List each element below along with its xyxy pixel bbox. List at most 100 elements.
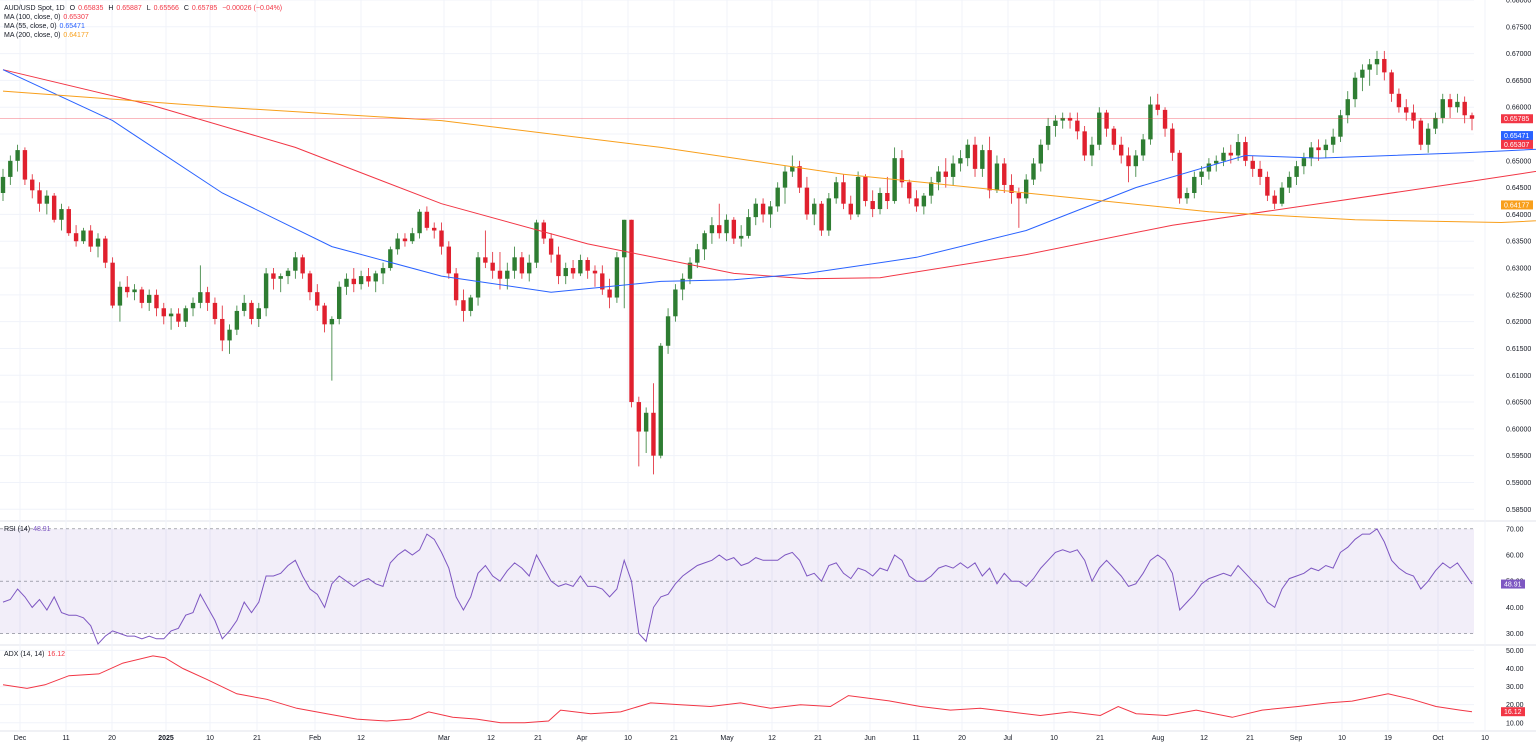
x-tick-label: Aug [1152,735,1165,742]
candle-body [220,318,225,341]
x-tick-label: Mar [438,735,451,742]
candle-body [855,176,861,215]
close-label: C [183,5,189,12]
candle-body [307,273,313,293]
candle-body [183,308,188,322]
candle-body [139,289,145,303]
candle-body [899,158,905,183]
candle-body [1294,166,1299,177]
candle-body [1009,184,1014,193]
y-tick-label: 0.67500 [1506,24,1531,31]
candle-body [293,257,298,271]
ma200-legend[interactable]: MA (200, close, 0) 0.64177 [4,31,92,40]
candle-body [110,262,115,306]
x-tick-label: 12 [768,735,776,742]
x-tick-label: 11 [62,735,69,742]
adx-legend[interactable]: ADX (14, 14) 16.12 [4,650,68,659]
y-tick-label: 0.67000 [1506,51,1531,58]
candle-body [1345,99,1350,116]
candle-body [1360,69,1365,78]
candle-body [410,233,415,242]
candle-body [15,150,20,161]
candle-body [505,270,510,279]
rsi-pane[interactable] [0,528,1474,645]
adx-tick-label: 10.00 [1506,720,1524,727]
candle-body [315,292,320,306]
candle-body [1133,155,1139,167]
candle-body [578,260,583,274]
candle-body [256,308,261,319]
candle-body [395,238,400,250]
ma55-legend[interactable]: MA (55, close, 0) 0.65471 [4,22,88,31]
candle-body [373,273,378,282]
candle-body [702,233,707,250]
adx-pane[interactable] [0,649,1474,724]
candle-body [1038,144,1044,164]
candle-body [234,310,240,330]
ma-line [2,90,1536,224]
candle-body [877,192,883,210]
candle-body [870,201,875,210]
ma200-badge-text: 0.64177 [1504,202,1529,209]
candle-body [117,286,123,306]
x-tick-label: 10 [206,735,214,742]
candle-body [1002,163,1007,185]
x-tick-label: Feb [309,735,321,742]
x-tick-label: Sep [1290,735,1303,742]
candle-body [81,230,86,242]
candle-body [212,302,218,319]
candle-body [241,302,247,311]
rsi-band [0,528,1474,634]
candle-body [402,238,408,242]
candle-body [943,171,948,177]
candle-body [1148,104,1153,140]
y-tick-label: 0.63500 [1506,239,1531,246]
candle-body [344,278,349,287]
candle-body [446,246,452,274]
candle-body [8,160,13,177]
ma100-legend[interactable]: MA (100, close, 0) 0.65307 [4,13,92,22]
candle-body [1016,192,1022,199]
price-pane[interactable] [0,50,1536,475]
candle-body [1031,163,1036,180]
candle-body [775,187,780,207]
last-price-badge [1501,114,1533,124]
candle-body [453,273,459,301]
candle-body [1097,112,1102,145]
candle-body [88,230,93,247]
candle-body [1374,58,1380,65]
candle-body [468,297,473,311]
candle-body [980,150,985,169]
candle-body [125,286,130,293]
high-label: H [108,5,114,12]
candle-body [914,198,919,207]
price-legend: AUD/USD Spot, 1D O 0.65835 H 0.65887 L 0.65… [4,4,285,13]
y-tick-label: 0.64500 [1506,185,1531,192]
candle-body [1316,147,1321,151]
rsi-legend[interactable]: RSI (14) 48.91 [4,525,54,534]
candle-body [534,222,539,263]
x-tick-label: 19 [1384,735,1392,742]
candle-body [1352,77,1358,100]
candle-body [1265,176,1270,196]
open-value: 0.65835 [78,5,104,12]
x-tick-label: 21 [1246,735,1254,742]
x-tick-label: 12 [1200,735,1208,742]
candle-body [658,345,663,456]
candle-body [1243,142,1248,161]
adx-tick-label: 50.00 [1506,648,1524,655]
candle-body [475,257,481,298]
candle-body [1455,101,1460,108]
candle-body [863,176,868,202]
candle-body [300,257,305,274]
candle-body [622,219,627,258]
y-tick-label: 0.59500 [1506,453,1531,460]
candle-body [1382,58,1387,73]
x-tick-label: 20 [958,735,966,742]
candle-body [417,211,422,234]
axes: Dec 11 20 2025 10 21 Feb 12 Mar 12 21 Apr 10 21 May 12 2… [14,0,1533,742]
candle-body [519,257,525,274]
ma200-label: MA (200, close, 0) [4,32,61,39]
candle-body [1067,117,1073,121]
